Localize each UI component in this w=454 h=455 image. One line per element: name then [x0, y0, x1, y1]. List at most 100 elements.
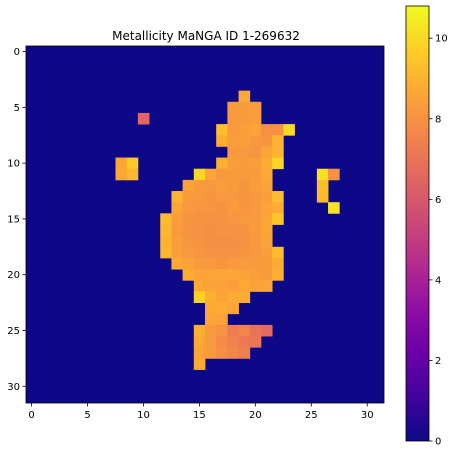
heatmap-cell: [238, 224, 251, 237]
heatmap-cell: [238, 179, 251, 192]
heatmap-cell: [205, 235, 217, 248]
heatmap-cell: [249, 112, 262, 125]
heatmap-cell: [227, 291, 239, 303]
heatmap-cell: [171, 213, 184, 225]
heatmap-cell: [182, 191, 195, 203]
heatmap-cell: [260, 157, 273, 170]
heatmap-cell: [216, 302, 228, 315]
heatmap-cell: [216, 213, 228, 225]
heatmap-cell: [260, 224, 273, 237]
heatmap-cell: [227, 213, 239, 225]
heatmap-cell: [227, 302, 239, 315]
y-tick-label: 15: [7, 214, 20, 225]
heatmap-cell: [260, 202, 273, 214]
heatmap-cell: [249, 101, 262, 114]
heatmap-cell: [137, 112, 150, 125]
heatmap-cell: [216, 202, 228, 214]
heatmap-cell: [260, 246, 273, 259]
heatmap-cell: [249, 213, 262, 225]
colorbar-tick-label: 8: [435, 114, 441, 125]
heatmap-cell: [160, 213, 172, 225]
heatmap-cell: [249, 257, 262, 270]
heatmap-cell: [182, 224, 195, 237]
heatmap-cell: [193, 280, 206, 292]
heatmap-cell: [249, 235, 262, 248]
heatmap-cell: [216, 179, 228, 192]
heatmap-cell: [193, 269, 206, 281]
heatmap-cell: [260, 213, 273, 225]
heatmap-cell: [160, 224, 172, 237]
heatmap-cell: [238, 257, 251, 270]
heatmap-cell: [205, 269, 217, 281]
x-tick-label: 25: [305, 410, 318, 421]
heatmap-cell: [205, 224, 217, 237]
heatmap-cell: [193, 191, 206, 203]
x-tick-label: 0: [28, 410, 34, 421]
heatmap-cell: [260, 235, 273, 248]
heatmap-cell: [272, 246, 284, 259]
heatmap-cell: [238, 280, 251, 292]
heatmap-cell: [316, 168, 329, 181]
heatmap-cell: [316, 191, 329, 203]
heatmap-cell: [249, 324, 262, 337]
heatmap-cell: [227, 146, 239, 158]
heatmap-cell: [216, 336, 228, 348]
heatmap-cell: [272, 202, 284, 214]
heatmap-cell: [205, 191, 217, 203]
heatmap-cell: [260, 191, 273, 203]
heatmap-cell: [272, 269, 284, 281]
heatmap-cell: [227, 246, 239, 259]
heatmap-cell: [249, 191, 262, 203]
heatmap-cell: [182, 179, 195, 192]
heatmap-cell: [238, 246, 251, 259]
heatmap-cell: [171, 191, 184, 203]
heatmap-cell: [216, 135, 228, 147]
colorbar-tick-label: 0: [435, 437, 441, 448]
heatmap-cell: [216, 235, 228, 248]
heatmap-cell: [227, 179, 239, 192]
heatmap-cell: [205, 202, 217, 214]
heatmap-cell: [272, 157, 284, 170]
heatmap-cell: [249, 124, 262, 136]
heatmap-cell: [205, 280, 217, 292]
heatmap-cell: [227, 324, 239, 337]
heatmap-cell: [249, 135, 262, 147]
heatmap-cell: [115, 168, 128, 181]
y-tick-label: 20: [7, 270, 20, 281]
heatmap-cell: [160, 235, 172, 248]
heatmap-cell: [205, 347, 217, 359]
heatmap-cell: [249, 157, 262, 170]
heatmap-cell: [260, 280, 273, 292]
heatmap-cell: [205, 336, 217, 348]
colorbar-ticks: 0 2 4 6 8 10: [429, 34, 448, 448]
heatmap-cell: [238, 324, 251, 337]
heatmap-plot-area: [25, 45, 385, 404]
heatmap-cell: [238, 269, 251, 281]
heatmap-cell: [193, 235, 206, 248]
heatmap-cell: [205, 179, 217, 192]
heatmap-cell: [227, 257, 239, 270]
heatmap-cell: [216, 269, 228, 281]
heatmap-cell: [205, 213, 217, 225]
chart-title: Metallicity MaNGA ID 1-269632: [112, 29, 300, 43]
heatmap-cell: [227, 347, 239, 359]
heatmap-cell: [227, 235, 239, 248]
heatmap-cell: [171, 246, 184, 259]
heatmap-cell: [193, 336, 206, 348]
colorbar: 0 2 4 6 8 10: [405, 5, 448, 448]
heatmap-cell: [260, 124, 273, 136]
heatmap-cell: [227, 269, 239, 281]
heatmap-cell: [249, 168, 262, 181]
heatmap-cell: [216, 324, 228, 337]
heatmap-cell: [272, 135, 284, 147]
heatmap-cell: [260, 269, 273, 281]
heatmap-cell: [238, 168, 251, 181]
heatmap-cell: [328, 202, 340, 214]
heatmap-cell: [272, 191, 284, 203]
x-tick-label: 15: [193, 410, 206, 421]
heatmap-cell: [216, 168, 228, 181]
heatmap-cell: [238, 213, 251, 225]
heatmap-cell: [316, 179, 329, 192]
heatmap-cell: [205, 324, 217, 337]
